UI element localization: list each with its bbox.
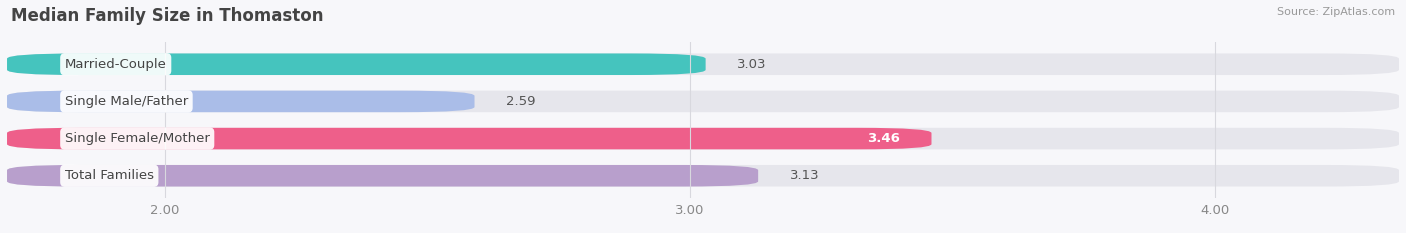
FancyBboxPatch shape <box>7 128 1399 149</box>
FancyBboxPatch shape <box>7 53 706 75</box>
Text: Total Families: Total Families <box>65 169 153 182</box>
FancyBboxPatch shape <box>7 53 1399 75</box>
Text: Single Male/Father: Single Male/Father <box>65 95 188 108</box>
Text: 3.03: 3.03 <box>737 58 766 71</box>
Text: Single Female/Mother: Single Female/Mother <box>65 132 209 145</box>
Text: Source: ZipAtlas.com: Source: ZipAtlas.com <box>1277 7 1395 17</box>
FancyBboxPatch shape <box>7 165 1399 187</box>
Text: 3.46: 3.46 <box>868 132 900 145</box>
Text: Married-Couple: Married-Couple <box>65 58 167 71</box>
FancyBboxPatch shape <box>7 128 932 149</box>
FancyBboxPatch shape <box>7 165 758 187</box>
Text: 3.13: 3.13 <box>790 169 820 182</box>
FancyBboxPatch shape <box>7 91 474 112</box>
FancyBboxPatch shape <box>7 91 1399 112</box>
Text: 2.59: 2.59 <box>506 95 536 108</box>
Text: Median Family Size in Thomaston: Median Family Size in Thomaston <box>11 7 323 25</box>
